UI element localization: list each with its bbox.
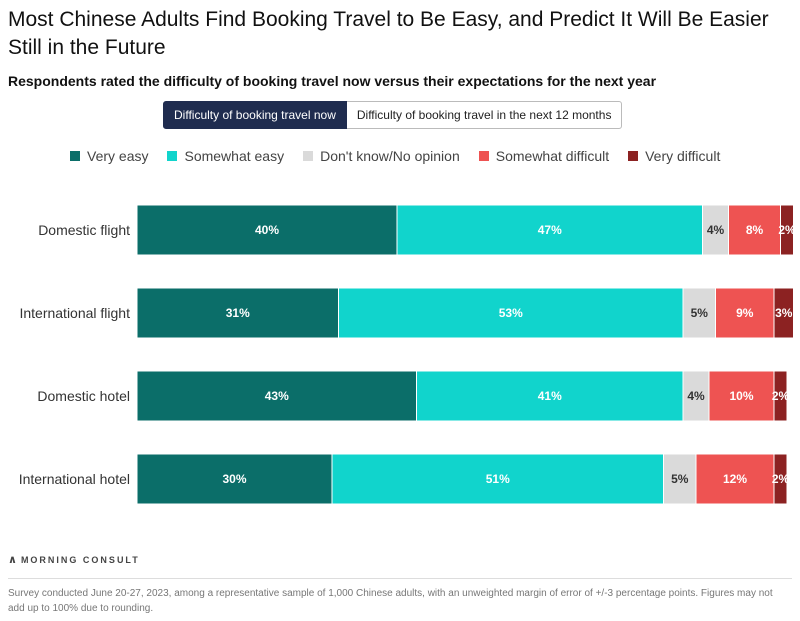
legend-label: Very difficult bbox=[645, 148, 721, 164]
data-label-domestic-flight-somewhat-difficult: 8% bbox=[746, 223, 764, 237]
brand-logo: ∧ MORNING CONSULT bbox=[8, 553, 140, 566]
legend-label: Somewhat easy bbox=[184, 148, 285, 164]
bar-international-hotel-don-t-know-no-opinion[interactable] bbox=[663, 453, 697, 505]
data-label-domestic-flight-don-t-know-no-opinion: 4% bbox=[707, 223, 725, 237]
legend-item-dont-know[interactable]: Don't know/No opinion bbox=[303, 148, 460, 164]
bar-international-flight-very-difficult[interactable] bbox=[773, 287, 794, 339]
bar-international-hotel-somewhat-easy[interactable] bbox=[331, 453, 664, 505]
data-label-international-hotel-very-difficult: 2% bbox=[772, 472, 790, 486]
legend-swatch bbox=[628, 151, 639, 161]
data-label-domestic-hotel-very-easy: 43% bbox=[265, 389, 289, 403]
data-label-domestic-hotel-somewhat-easy: 41% bbox=[538, 389, 562, 403]
legend-label: Don't know/No opinion bbox=[320, 148, 460, 164]
category-label-international-hotel: International hotel bbox=[19, 471, 130, 487]
data-label-domestic-hotel-very-difficult: 2% bbox=[772, 389, 790, 403]
data-label-international-flight-very-difficult: 3% bbox=[775, 306, 793, 320]
legend-label: Very easy bbox=[87, 148, 149, 164]
bar-international-hotel-very-difficult[interactable] bbox=[773, 453, 788, 505]
data-label-domestic-flight-very-difficult: 2% bbox=[778, 223, 796, 237]
data-label-domestic-flight-very-easy: 40% bbox=[255, 223, 279, 237]
data-label-international-hotel-somewhat-difficult: 12% bbox=[723, 472, 747, 486]
legend-item-somewhat-easy[interactable]: Somewhat easy bbox=[167, 148, 284, 164]
data-label-international-flight-somewhat-easy: 53% bbox=[499, 306, 523, 320]
bar-international-flight-very-easy[interactable] bbox=[136, 287, 339, 339]
bar-domestic-hotel-very-difficult[interactable] bbox=[773, 370, 788, 422]
bar-international-hotel-somewhat-difficult[interactable] bbox=[695, 453, 775, 505]
bar-domestic-hotel-somewhat-difficult[interactable] bbox=[708, 370, 775, 422]
data-label-international-flight-don-t-know-no-opinion: 5% bbox=[691, 306, 709, 320]
bar-international-flight-somewhat-easy[interactable] bbox=[338, 287, 684, 339]
data-label-domestic-hotel-somewhat-difficult: 10% bbox=[729, 389, 753, 403]
view-toggle: Difficulty of booking travel now Difficu… bbox=[163, 101, 623, 129]
legend-item-very-difficult[interactable]: Very difficult bbox=[628, 148, 720, 164]
data-label-international-flight-very-easy: 31% bbox=[226, 306, 250, 320]
legend-swatch bbox=[303, 151, 314, 161]
legend-swatch bbox=[70, 151, 80, 161]
morning-consult-logo-icon: ∧ bbox=[8, 554, 17, 566]
bar-international-flight-somewhat-difficult[interactable] bbox=[715, 287, 775, 339]
tab-booking-next-12-months[interactable]: Difficulty of booking travel in the next… bbox=[346, 101, 623, 129]
bar-domestic-hotel-very-easy[interactable] bbox=[136, 370, 417, 422]
bar-domestic-flight-somewhat-easy[interactable] bbox=[396, 204, 703, 256]
category-label-international-flight: International flight bbox=[19, 305, 130, 321]
brand-name: MORNING CONSULT bbox=[20, 554, 140, 565]
chart-title: Most Chinese Adults Find Booking Travel … bbox=[8, 8, 769, 59]
category-label-domestic-hotel: Domestic hotel bbox=[37, 388, 130, 404]
data-label-international-hotel-very-easy: 30% bbox=[222, 472, 246, 486]
data-label-international-flight-somewhat-difficult: 9% bbox=[736, 306, 754, 320]
footer-divider bbox=[8, 578, 792, 579]
legend-item-somewhat-difficult[interactable]: Somewhat difficult bbox=[478, 148, 610, 164]
bar-international-hotel-very-easy[interactable] bbox=[136, 453, 333, 505]
data-label-international-hotel-don-t-know-no-opinion: 5% bbox=[671, 472, 689, 486]
data-label-domestic-hotel-don-t-know-no-opinion: 4% bbox=[687, 389, 705, 403]
chart-legend: Very easy Somewhat easy Don't know/No op… bbox=[70, 148, 739, 164]
data-label-domestic-flight-somewhat-easy: 47% bbox=[538, 223, 562, 237]
legend-item-very-easy[interactable]: Very easy bbox=[70, 148, 148, 164]
bar-domestic-flight-very-difficult[interactable] bbox=[780, 204, 794, 256]
bar-domestic-flight-very-easy[interactable] bbox=[136, 204, 398, 256]
legend-swatch bbox=[167, 151, 178, 161]
stacked-bar-chart: Domestic flight 40% 47% 4% 8% 2% International… bbox=[19, 204, 796, 505]
footnote: Survey conducted June 20-27, 2023, among… bbox=[8, 588, 773, 614]
legend-swatch bbox=[478, 151, 489, 161]
bar-domestic-hotel-somewhat-easy[interactable] bbox=[416, 370, 684, 422]
legend-label: Somewhat difficult bbox=[495, 148, 610, 164]
bar-domestic-flight-don-t-know-no-opinion[interactable] bbox=[702, 204, 729, 256]
category-label-domestic-flight: Domestic flight bbox=[38, 222, 130, 238]
bar-domestic-hotel-don-t-know-no-opinion[interactable] bbox=[682, 370, 710, 422]
tab-booking-now[interactable]: Difficulty of booking travel now bbox=[163, 101, 347, 129]
chart-subtitle: Respondents rated the difficulty of book… bbox=[8, 73, 657, 89]
data-label-international-hotel-somewhat-easy: 51% bbox=[486, 472, 510, 486]
